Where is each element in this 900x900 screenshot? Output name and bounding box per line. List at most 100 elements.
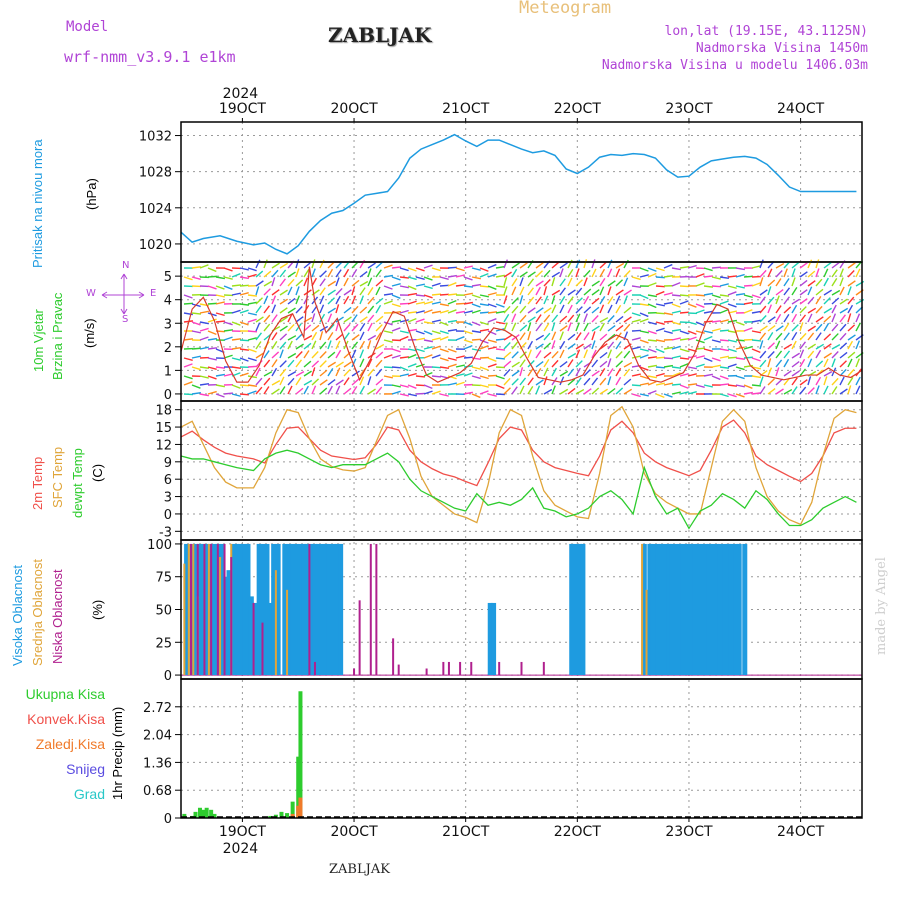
bottom-day-label-0: 19OCT [219, 824, 267, 840]
rain-total-bar [182, 813, 187, 818]
wind-barb [287, 323, 295, 332]
wind-barb [239, 384, 250, 387]
wind-barb [287, 278, 295, 287]
wind-barb [487, 346, 497, 350]
wind-barb [607, 387, 616, 395]
wind-barb [559, 370, 569, 377]
wind-barb [247, 312, 257, 316]
rain-total-bar [193, 811, 198, 818]
wind-barb [847, 270, 855, 278]
wind-barb [615, 341, 622, 350]
wind-barb [615, 262, 625, 269]
wind-barb [591, 340, 596, 350]
wind-barb [655, 348, 665, 354]
wind-barb [783, 358, 790, 368]
wind-barb [607, 286, 612, 296]
wind-barb [855, 376, 861, 386]
wind-barb [767, 316, 776, 323]
top-day-label-0: 19OCT [219, 101, 267, 117]
wind-barb [367, 262, 376, 269]
wind-barb [719, 319, 729, 323]
model-name: wrf-nmm_v3.9.1 e1km [64, 48, 236, 66]
rain-total-bar [290, 801, 295, 818]
wind-barb [503, 305, 511, 314]
wind-barb [751, 282, 761, 287]
wind-barb [615, 268, 621, 278]
wind-barb [431, 354, 441, 359]
wind-barb [543, 359, 550, 368]
wind-barb [695, 321, 705, 327]
wind-barb [319, 360, 327, 368]
wind-barb [815, 376, 822, 386]
wind-barb [551, 359, 559, 368]
cloud-high-bar [223, 576, 229, 676]
wind-barb [503, 351, 512, 359]
wind-barb [583, 295, 590, 305]
cloud-high-bar [680, 543, 686, 676]
wind-barb [463, 321, 473, 326]
wind-barb [807, 259, 813, 269]
wind-barb [559, 340, 566, 350]
wind-barb [367, 322, 373, 332]
wind-barb [767, 358, 772, 368]
wind-barb [471, 276, 481, 280]
wind-barb [831, 297, 840, 305]
wind-barb [431, 366, 442, 369]
cloud-ytick-label-3: 75 [155, 571, 172, 586]
cloud-high-bar [219, 543, 225, 676]
wind-barb [335, 349, 342, 359]
wind-barb [247, 348, 257, 353]
wind-barb [447, 309, 457, 314]
cloud-low-bar [230, 557, 233, 676]
cloud-high-bar [301, 543, 307, 676]
wind-barb [263, 314, 271, 323]
wind-barb [615, 350, 623, 359]
wind-barb [503, 377, 511, 386]
wind-barb [567, 378, 576, 386]
wind-barb [807, 280, 816, 287]
wind-barb [663, 312, 673, 316]
wind-barb [591, 359, 599, 368]
wind-barb [583, 349, 589, 359]
bottom-day-label-3: 22OCT [554, 824, 602, 840]
cloud-high-bar [655, 543, 661, 676]
wind-barb [303, 370, 312, 377]
wind-barb [607, 296, 614, 305]
wind-barb [207, 318, 217, 323]
wind-barb [287, 307, 296, 314]
wind-barb [439, 336, 449, 341]
wind-barb [455, 302, 466, 305]
wind-barb [415, 384, 426, 387]
wind-barb [655, 285, 666, 288]
cloud-low-bar [261, 622, 264, 676]
wind-barb [207, 390, 217, 395]
wind-barb [695, 330, 705, 334]
wind-barb [527, 307, 536, 314]
wind-barb [711, 320, 722, 323]
wind-barb [479, 311, 490, 314]
wind-barb [775, 388, 784, 395]
wind-barb [631, 319, 641, 323]
wind-barb [431, 390, 441, 395]
wind-barb [551, 304, 557, 314]
wind-barb [295, 333, 303, 341]
wind-barb [423, 371, 433, 377]
wind-barb [247, 273, 257, 278]
wind-barb [391, 276, 401, 281]
wind-barb [791, 313, 798, 323]
wind-barb [535, 286, 541, 296]
compass-east: E [150, 288, 157, 299]
wind-barb [399, 335, 409, 341]
wind-barb [599, 322, 605, 332]
rain-total-bar [212, 813, 217, 818]
wind-barb [607, 341, 615, 350]
wind-barb [455, 373, 465, 377]
wind-barb [759, 359, 767, 368]
wind-barb [183, 357, 193, 361]
wind-barb [359, 349, 365, 359]
wind-barb [519, 385, 525, 395]
wind-barb [367, 340, 372, 350]
wind-barb [799, 271, 808, 278]
wind-barb [847, 377, 854, 386]
wind-barb [423, 294, 433, 299]
